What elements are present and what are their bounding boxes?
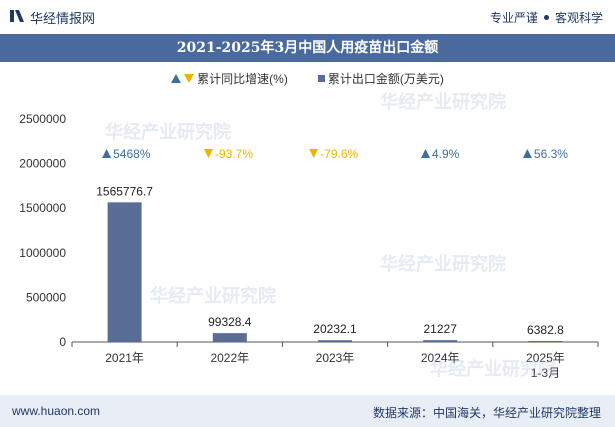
footer: www.huaon.com 数据来源：中国海关，华经产业研究院整理 [0,395,615,427]
chart-legend: 累计同比增速(%) 累计出口金额(万美元) [0,70,615,87]
bar-value-label: 1565776.7 [96,184,153,198]
bar [212,333,247,342]
y-tick-label: 2500000 [19,112,66,126]
x-category-label: 2024年 [421,351,460,365]
triangle-down-icon [184,74,195,83]
bar [107,202,142,342]
legend-amount: 累计出口金额(万美元) [317,70,444,87]
legend-growth: 累计同比增速(%) [171,70,288,87]
separator-dot-icon [543,15,549,20]
y-tick-label: 1500000 [19,201,66,215]
x-category-label: 2022年 [210,351,249,365]
bar-value-label: 99328.4 [208,315,252,329]
brand-logo-icon [10,10,24,22]
bar-value-label: 6382.8 [527,323,564,337]
y-tick-label: 0 [59,335,66,349]
bar [528,341,563,342]
legend-square-icon [317,75,325,82]
chart-title: 2021-2025年3月中国人用疫苗出口金额 [0,34,615,62]
y-tick-label: 2000000 [19,157,66,171]
x-category-label: 2023年 [316,351,355,365]
triangle-up-icon [171,74,182,83]
bar [318,340,352,342]
growth-value-label: 4.9% [432,147,460,161]
top-bar: 华经情报网 专业严谨 客观科学 [0,0,615,34]
growth-up-marker [522,149,532,158]
footer-source: 数据来源：中国海关，华经产业研究院整理 [372,406,601,420]
legend-growth-label: 累计同比增速(%) [197,72,288,86]
brand-name[interactable]: 华经情报网 [30,11,96,26]
y-tick-label: 500000 [26,290,66,304]
growth-down-marker [309,149,319,158]
tagline: 专业严谨 客观科学 [490,9,603,26]
growth-value-label: 5468% [113,147,151,161]
growth-value-label: -93.7% [215,147,253,161]
bar-value-label: 20232.1 [313,322,357,336]
legend-amount-label: 累计出口金额(万美元) [327,72,444,86]
x-category-label: 2025年 [526,351,565,365]
growth-up-marker [421,149,430,158]
growth-value-label: -79.6% [320,147,358,161]
growth-value-label: 56.3% [534,147,568,161]
growth-up-marker [102,149,112,158]
bar [423,340,458,342]
bar-value-label: 21227 [424,322,458,336]
tagline-a: 专业严谨 [489,11,538,25]
bar-chart: 0 500000 1000000 1500000 2000000 2500000 15657… [19,112,599,380]
x-category-label: 1-3月 [531,366,560,380]
y-tick-label: 1000000 [19,246,66,260]
x-category-label: 2021年 [105,351,144,365]
tagline-b: 客观科学 [554,11,603,25]
footer-url[interactable]: www.huaon.com [12,404,101,418]
growth-down-marker [204,149,213,158]
